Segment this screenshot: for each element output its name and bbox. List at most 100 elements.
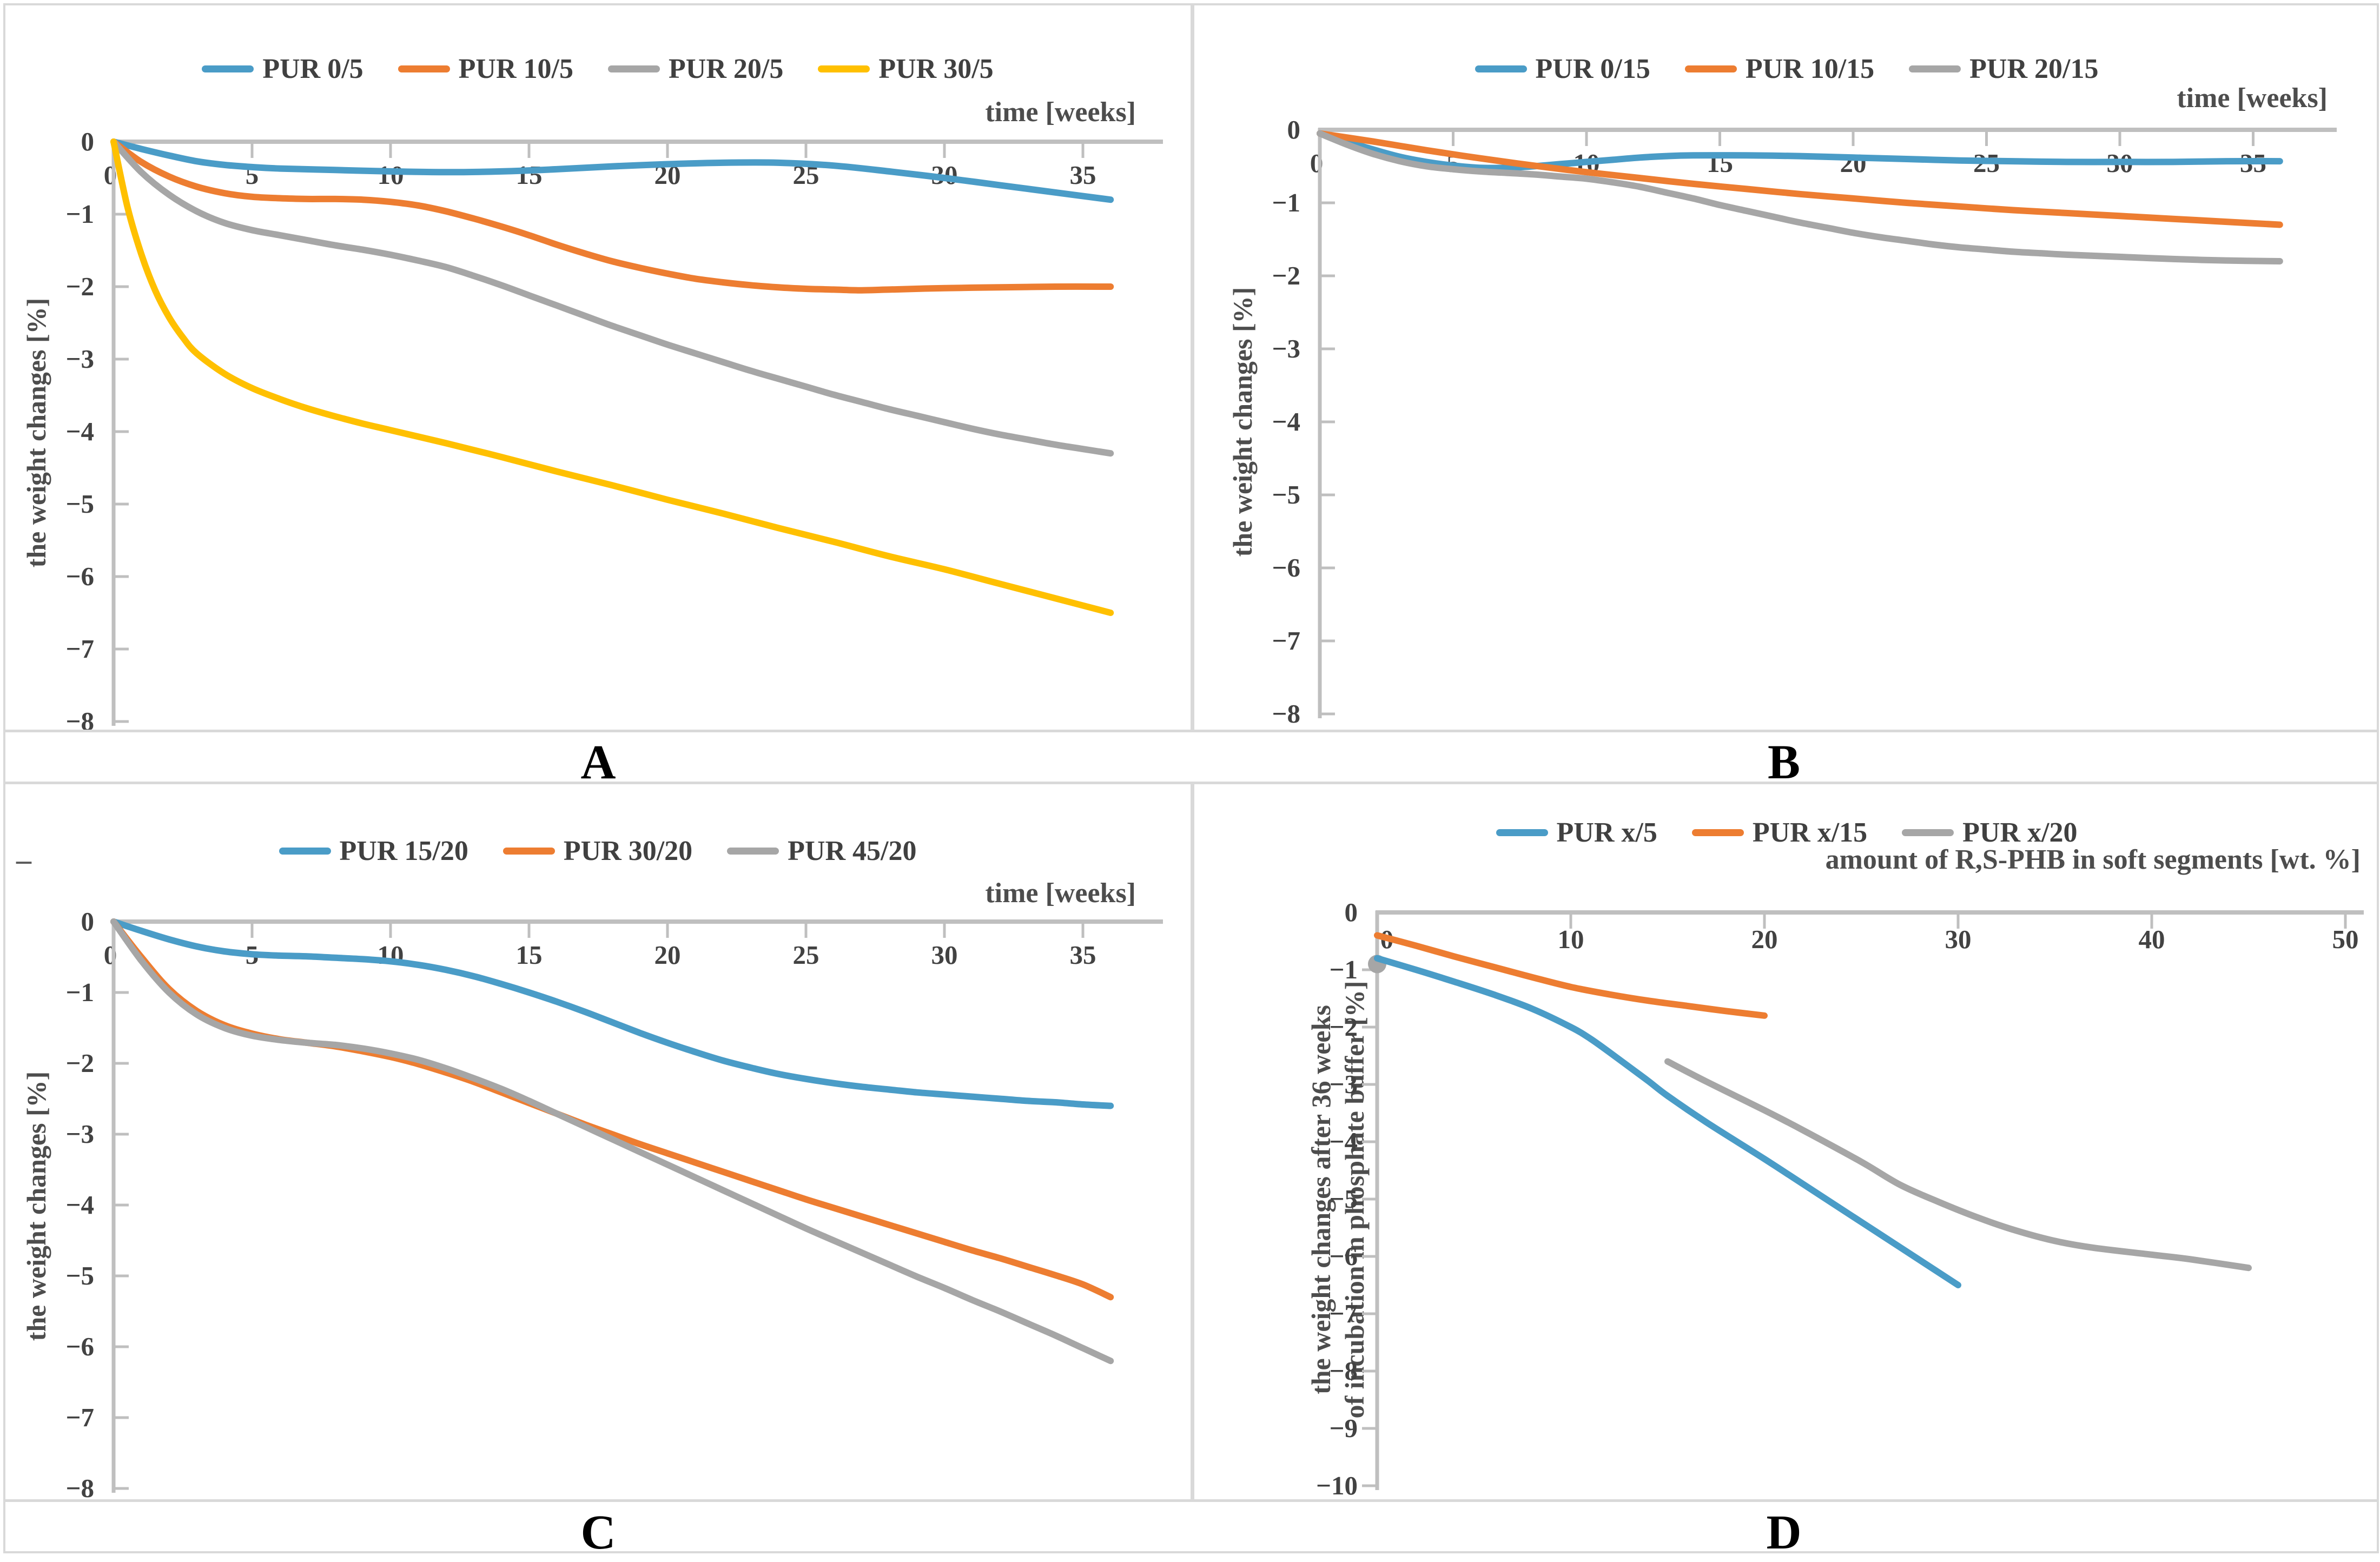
- legend-label: PUR 20/15: [1969, 54, 2099, 84]
- y-tick-label: −7: [1272, 626, 1300, 656]
- plot-area-B: 0 5 10 15 20 25 30 350−1−2−3−4−5−6−7−8: [1272, 115, 2337, 729]
- y-tick-label: −1: [1272, 188, 1300, 217]
- legend-item: PUR 30/5: [818, 53, 994, 85]
- legend-item: PUR 0/15: [1475, 53, 1650, 85]
- panel-chart-b: PUR 0/15 PUR 10/15 PUR 20/15 time [weeks] th…: [1194, 5, 2379, 729]
- x-tick-label: 30: [1945, 924, 1972, 954]
- legend-label: PUR 0/15: [1535, 54, 1650, 84]
- legend-item: PUR 45/20: [727, 835, 916, 867]
- x-axis-title: amount of R,S-PHB in soft segments [wt. …: [1825, 844, 2361, 875]
- legend-line-swatch: [1684, 65, 1737, 72]
- y-tick-label: −9: [1330, 1413, 1358, 1443]
- series-line-pur-20-5: [110, 138, 1114, 457]
- y-tick-label: −8: [66, 1473, 94, 1503]
- legend-label: PUR x/15: [1752, 817, 1868, 848]
- figure-container: PUR 0/5 PUR 10/5 PUR 20/5 PUR 30/5 time [wee…: [3, 3, 2379, 1559]
- y-tick-label: −1: [66, 977, 94, 1007]
- series-line-pur-30-20: [110, 918, 1114, 1301]
- x-tick-label: 10: [1558, 924, 1584, 954]
- x-tick-label: 20: [1840, 148, 1867, 178]
- legend-line-swatch: [202, 65, 254, 72]
- y-tick-label: −5: [66, 1261, 94, 1290]
- x-axis-title: time [weeks]: [985, 97, 1136, 128]
- y-tick-label: −7: [66, 634, 94, 664]
- legend-item: PUR 20/15: [1909, 53, 2098, 85]
- panel-label-c: C: [580, 1506, 616, 1559]
- panel-label-band-top: A B: [5, 734, 2377, 790]
- x-tick-label: 20: [654, 940, 681, 970]
- y-tick-label: −3: [66, 1119, 94, 1149]
- panel-chart-c: PUR 15/20 PUR 30/20 PUR 45/20 time [weeks] t…: [5, 784, 1190, 1503]
- panel-label-b: B: [1767, 736, 1801, 789]
- y-tick-label: 0: [81, 127, 95, 156]
- legend-line-swatch: [727, 848, 779, 855]
- series-line-pur-x-5: [1374, 955, 1961, 1288]
- x-tick-label: 25: [793, 940, 819, 970]
- legend-line-swatch: [398, 65, 450, 72]
- x-tick-label: 15: [516, 940, 543, 970]
- y-tick-label: 0: [81, 906, 95, 936]
- legend-item: PUR 30/20: [503, 835, 692, 867]
- y-tick-label: −1: [66, 199, 94, 229]
- horizontal-divider-2: [5, 782, 2377, 784]
- legend-line-swatch: [279, 848, 331, 855]
- horizontal-divider-3: [5, 1499, 2377, 1502]
- y-tick-label: −6: [66, 1332, 94, 1361]
- y-tick-label: −2: [1330, 1012, 1358, 1042]
- y-tick-label: −4: [66, 1190, 94, 1220]
- series-line-pur-0-15: [1317, 130, 2283, 171]
- y-tick-label: −6: [1330, 1241, 1358, 1271]
- legend: PUR 0/5 PUR 10/5 PUR 20/5 PUR 30/5: [5, 53, 1190, 85]
- legend-line-swatch: [1496, 829, 1548, 836]
- y-tick-label: −4: [1330, 1127, 1358, 1156]
- legend: PUR 0/15 PUR 10/15 PUR 20/15: [1194, 53, 2379, 85]
- y-tick-label: −6: [66, 561, 94, 591]
- y-tick-label: −6: [1272, 553, 1300, 583]
- x-tick-label: 50: [2332, 924, 2359, 954]
- legend-item: PUR 0/5: [202, 53, 363, 85]
- series-line-pur-15-20: [110, 918, 1114, 1109]
- y-tick-label: −3: [66, 344, 94, 374]
- x-tick-label: 35: [1070, 940, 1096, 970]
- legend-line-swatch: [1475, 65, 1527, 72]
- legend-line-swatch: [1909, 65, 1961, 72]
- x-tick-label: 15: [516, 160, 543, 190]
- legend-label: PUR 45/20: [788, 836, 917, 866]
- series-line-pur-30-5: [110, 138, 1114, 616]
- series-line-pur-10-5: [110, 138, 1114, 294]
- panel-label-a: A: [580, 736, 616, 789]
- legend-label: PUR 30/20: [563, 836, 693, 866]
- series-line-pur-45-20: [110, 918, 1114, 1365]
- legend-line-swatch: [818, 65, 870, 72]
- legend-item: PUR x/5: [1496, 817, 1657, 849]
- legend-item: PUR x/20: [1902, 817, 2077, 849]
- vertical-divider-bottom: [1191, 784, 1194, 1499]
- stray-dash-annotation: –: [16, 843, 31, 877]
- series-line-pur-x-20: [1664, 1058, 2252, 1272]
- x-tick-label: 35: [1070, 160, 1096, 190]
- legend-label: PUR 15/20: [339, 836, 468, 866]
- legend-label: PUR 10/5: [458, 54, 573, 84]
- series-line-pur-20-15: [1317, 130, 2283, 264]
- x-axis-title: time [weeks]: [2177, 83, 2328, 114]
- legend-line-swatch: [1902, 829, 1954, 836]
- y-tick-label: −10: [1316, 1471, 1358, 1500]
- x-axis-title: time [weeks]: [985, 878, 1136, 909]
- y-tick-label: −1: [1330, 955, 1358, 984]
- plot-area-D: 0 10 20 30 40 500−1−2−3−4−5−6−7−8−9−10: [1316, 897, 2364, 1500]
- y-tick-label: −5: [1272, 480, 1300, 509]
- y-tick-label: −8: [1330, 1356, 1358, 1386]
- y-tick-label: −2: [66, 1048, 94, 1078]
- y-tick-label: 0: [1345, 897, 1358, 927]
- y-tick-label: 0: [1287, 115, 1301, 144]
- panel-label-band-bottom: C D: [5, 1505, 2377, 1560]
- legend: PUR 15/20 PUR 30/20 PUR 45/20: [5, 835, 1190, 867]
- legend-line-swatch: [1691, 829, 1744, 836]
- x-tick-label: 10: [378, 160, 404, 190]
- panel-label-d: D: [1766, 1506, 1802, 1559]
- vertical-divider-top: [1191, 5, 1194, 730]
- y-tick-label: −4: [1272, 407, 1300, 436]
- legend-label: PUR x/20: [1962, 817, 2078, 848]
- y-tick-label: −8: [1272, 699, 1300, 729]
- legend-label: PUR 10/15: [1745, 54, 1875, 84]
